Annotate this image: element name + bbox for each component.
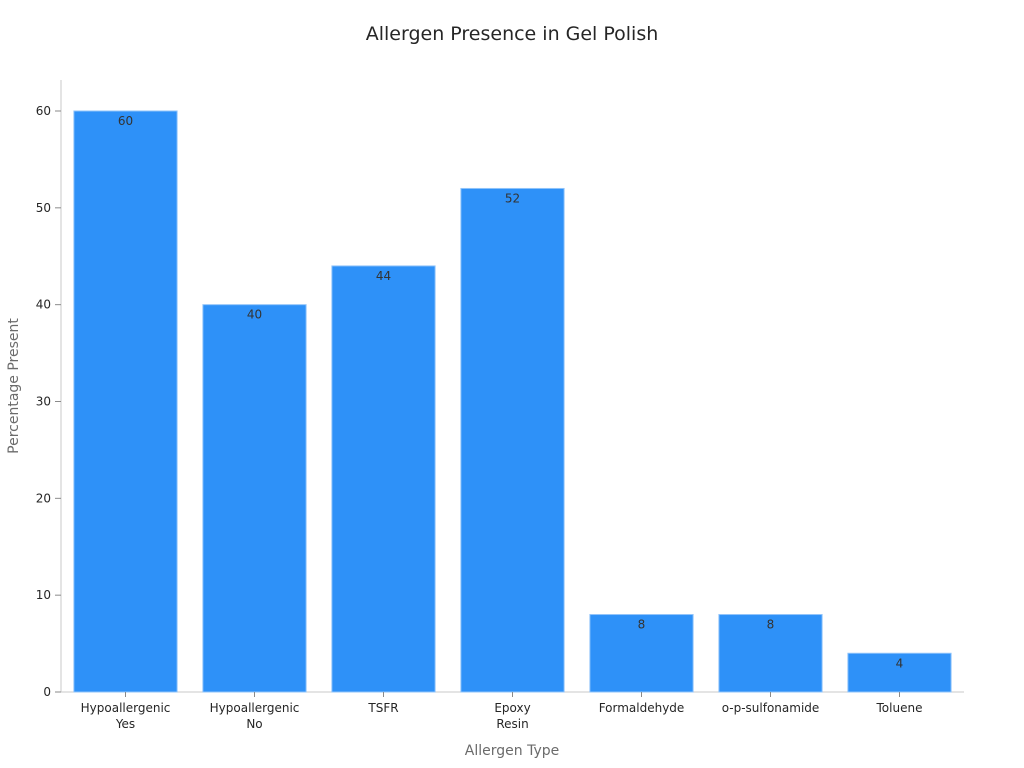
- bar-value-label: 44: [376, 269, 391, 283]
- x-tick-label: Formaldehyde: [599, 701, 685, 715]
- x-tick-label: Toluene: [876, 701, 923, 715]
- x-tick-label-line: Epoxy: [494, 701, 530, 715]
- x-tick-label-line: Toluene: [876, 701, 923, 715]
- x-tick-label-line: Resin: [496, 717, 528, 731]
- y-tick-label: 50: [36, 201, 51, 215]
- x-tick-label-line: o-p-sulfonamide: [722, 701, 820, 715]
- x-tick-label: Hypoallergenic No: [210, 701, 300, 731]
- y-axis-title: Percentage Present: [6, 318, 22, 454]
- y-axis-ticks: 0 10 20 30 40 50 60: [36, 104, 61, 699]
- bar: [331, 265, 436, 693]
- x-tick-label-line: Hypoallergenic: [81, 701, 171, 715]
- y-tick-label: 0: [43, 685, 51, 699]
- bar-value-label: 60: [118, 114, 133, 128]
- bars-group: 60 40 44 52 8 8 4: [73, 110, 952, 693]
- bar-value-label: 4: [896, 656, 904, 670]
- x-tick-label: Epoxy Resin: [494, 701, 530, 731]
- x-tick-label: o-p-sulfonamide: [722, 701, 820, 715]
- x-tick-label: TSFR: [367, 701, 398, 715]
- bar: [589, 614, 694, 693]
- bar-value-label: 40: [247, 308, 262, 322]
- x-tick-label-line: Hypoallergenic: [210, 701, 300, 715]
- x-axis-title: Allergen Type: [465, 743, 559, 759]
- bar: [202, 304, 307, 693]
- x-tick-label-line: Yes: [115, 717, 135, 731]
- bar: [73, 110, 178, 693]
- x-tick-label-line: No: [246, 717, 262, 731]
- bar: [460, 187, 565, 693]
- bar-value-label: 8: [638, 618, 646, 632]
- y-tick-label: 10: [36, 588, 51, 602]
- y-tick-label: 40: [36, 298, 51, 312]
- x-tick-label-line: TSFR: [367, 701, 398, 715]
- x-axis-ticks: Hypoallergenic Yes Hypoallergenic No TSFR Epo…: [81, 692, 923, 731]
- y-tick-label: 30: [36, 395, 51, 409]
- x-tick-label: Hypoallergenic Yes: [81, 701, 171, 731]
- bar-value-label: 8: [767, 618, 775, 632]
- chart-title: Allergen Presence in Gel Polish: [366, 23, 659, 45]
- y-tick-label: 20: [36, 491, 51, 505]
- bar-value-label: 52: [505, 191, 520, 205]
- y-tick-label: 60: [36, 104, 51, 118]
- x-tick-label-line: Formaldehyde: [599, 701, 685, 715]
